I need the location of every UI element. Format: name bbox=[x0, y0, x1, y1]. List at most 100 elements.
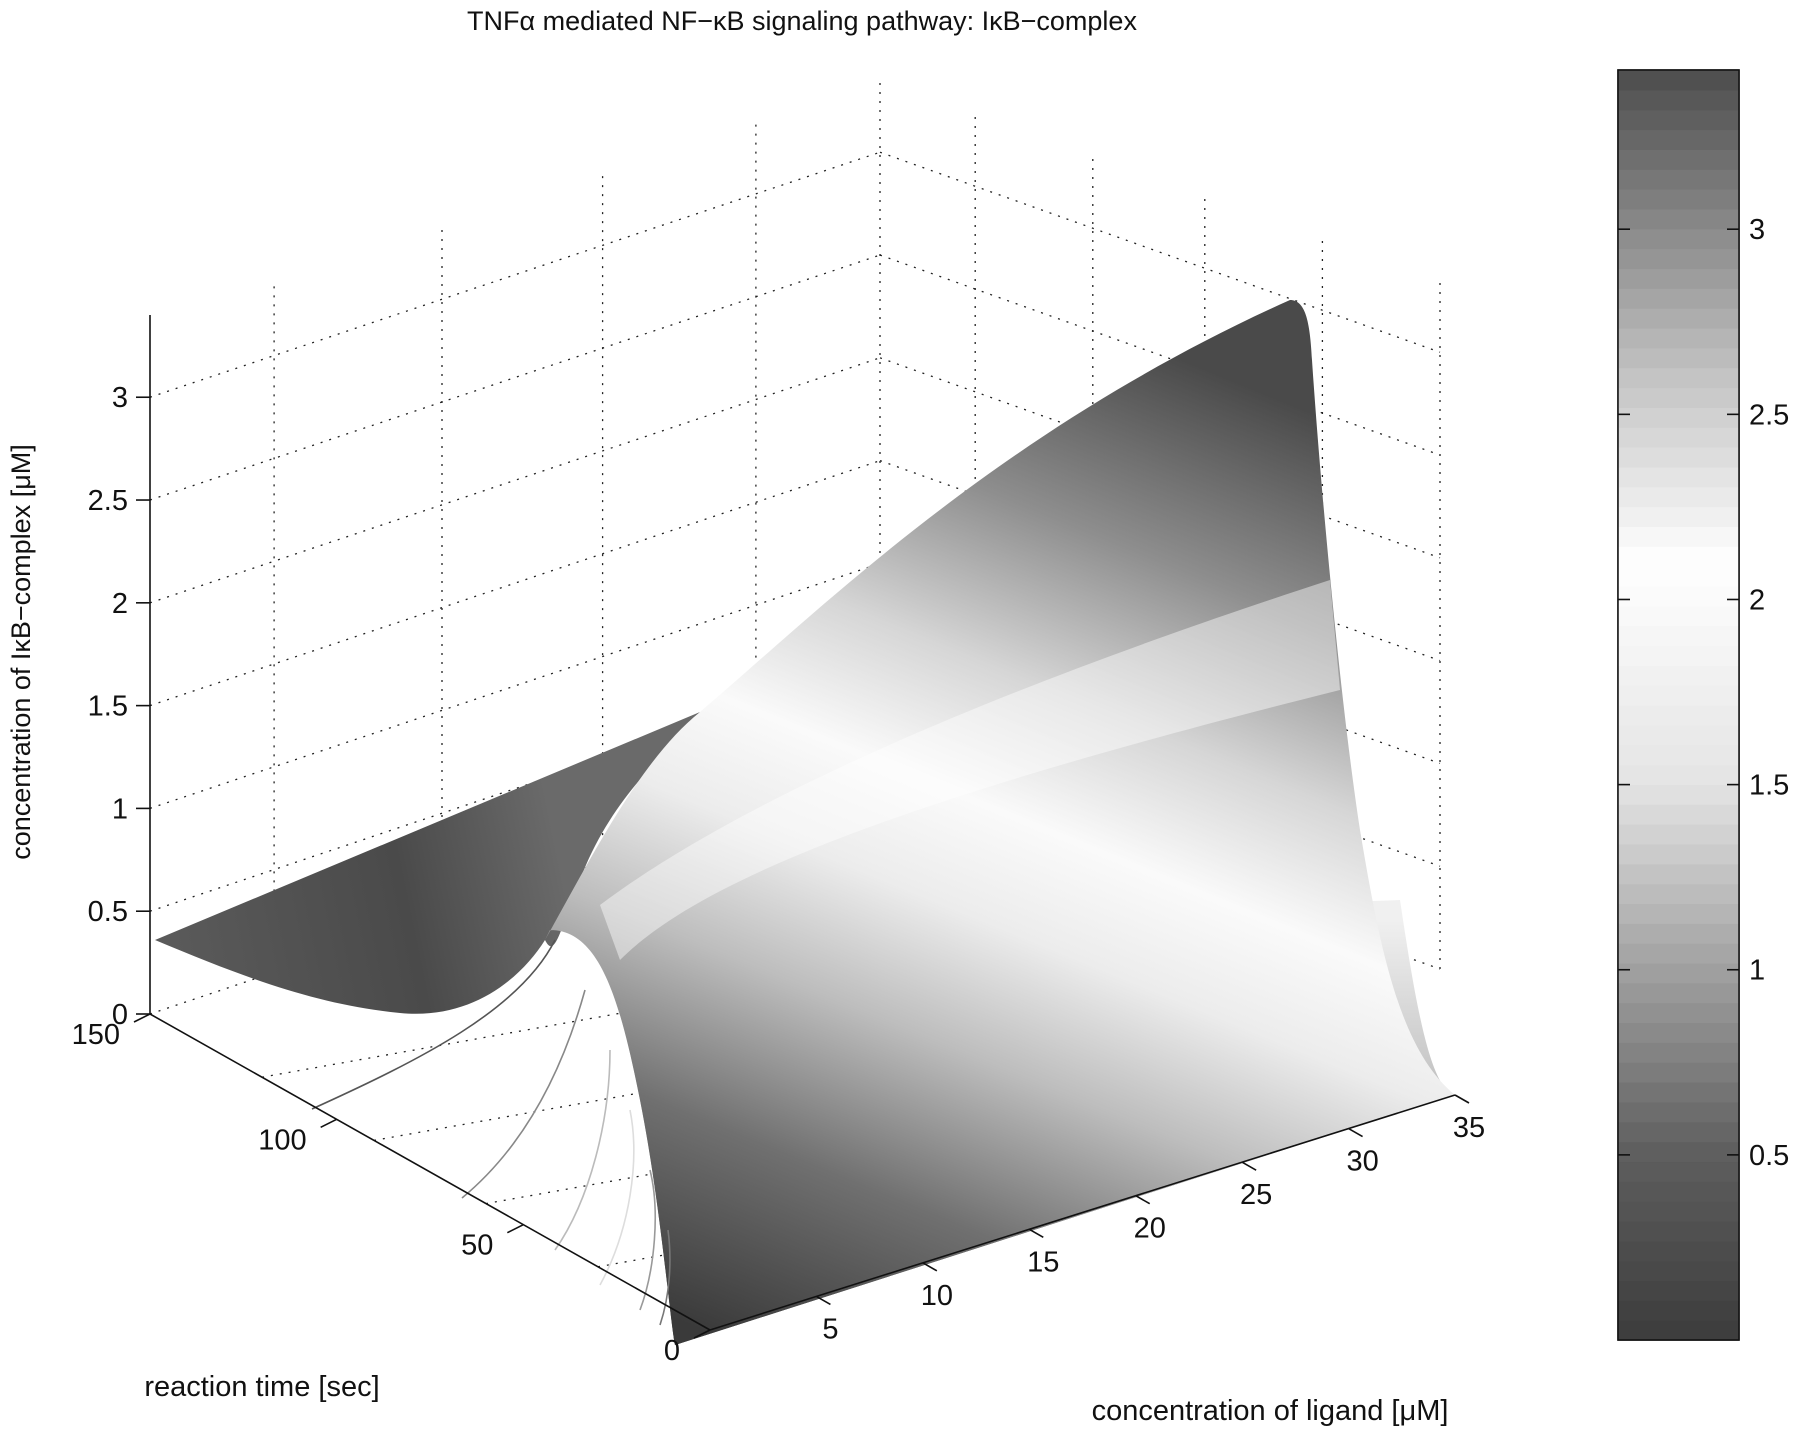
y-axis-line bbox=[149, 1013, 711, 1331]
colorbar-bands bbox=[1617, 69, 1740, 1341]
colorbar-band bbox=[1618, 804, 1739, 825]
colorbar-band bbox=[1618, 1201, 1739, 1222]
grid-line-z bbox=[149, 254, 881, 501]
y-tick bbox=[693, 1329, 711, 1339]
z-tick-label: 3 bbox=[112, 382, 128, 414]
colorbar-band bbox=[1618, 724, 1739, 746]
grid-line-z bbox=[149, 357, 881, 604]
colorbar-band bbox=[1618, 1121, 1739, 1143]
colorbar-band bbox=[1618, 228, 1739, 250]
colorbar-band bbox=[1618, 308, 1739, 329]
y-tick-label: 0 bbox=[664, 1335, 680, 1367]
contour-line bbox=[461, 989, 586, 1199]
x-tick bbox=[922, 1262, 938, 1272]
x-tick-label: 35 bbox=[1453, 1112, 1485, 1144]
colorbar-band bbox=[1618, 962, 1739, 984]
colorbar-band bbox=[1618, 1181, 1739, 1202]
x-tick-label: 10 bbox=[921, 1280, 953, 1312]
colorbar-band bbox=[1618, 129, 1739, 150]
colorbar-band bbox=[1618, 447, 1739, 468]
x-tick bbox=[1348, 1127, 1363, 1138]
colorbar-band bbox=[1618, 903, 1739, 924]
colorbar-band bbox=[1618, 407, 1739, 428]
x-tick-label: 25 bbox=[1240, 1179, 1272, 1211]
colorbar-band bbox=[1618, 1320, 1739, 1341]
y-tick bbox=[320, 1118, 338, 1129]
x-tick bbox=[1241, 1161, 1257, 1171]
contour-lines bbox=[311, 939, 671, 1326]
colorbar-band bbox=[1618, 268, 1739, 289]
colorbar-tick-label: 1 bbox=[1749, 955, 1765, 987]
colorbar-band bbox=[1618, 486, 1739, 508]
colorbar-band bbox=[1618, 327, 1739, 349]
x-tick-label: 30 bbox=[1346, 1146, 1378, 1178]
colorbar-band bbox=[1618, 585, 1739, 607]
x-tick bbox=[1135, 1195, 1151, 1205]
colorbar-tick-label: 3 bbox=[1749, 214, 1765, 246]
colorbar-band bbox=[1618, 764, 1739, 785]
y-tick-label: 150 bbox=[72, 1019, 120, 1051]
x-axis-line bbox=[709, 1094, 1456, 1331]
colorbar-band bbox=[1618, 1042, 1739, 1063]
colorbar-band bbox=[1618, 645, 1739, 666]
x-tick-label: 5 bbox=[822, 1313, 838, 1345]
contour-line bbox=[311, 939, 556, 1110]
colorbar-band bbox=[1618, 109, 1739, 131]
grid-line-z-back bbox=[879, 151, 1441, 353]
colorbar-band bbox=[1618, 1260, 1739, 1282]
colorbar-band bbox=[1618, 1300, 1739, 1321]
surface-saddle bbox=[155, 712, 700, 1014]
colorbar-band bbox=[1618, 288, 1739, 309]
z-tick-label: 2.5 bbox=[88, 485, 128, 517]
colorbar-band bbox=[1618, 1082, 1739, 1103]
colorbar-band bbox=[1618, 149, 1739, 170]
y-tick-label: 50 bbox=[461, 1230, 493, 1262]
surface-ridge bbox=[545, 300, 1455, 1345]
colorbar-band bbox=[1618, 248, 1739, 270]
colorbar: 0.5 1 1.5 2 2.5 3 bbox=[1617, 69, 1789, 1341]
colorbar-tick-label: 1.5 bbox=[1749, 770, 1789, 802]
surface-plot bbox=[155, 300, 1455, 1345]
colorbar-band bbox=[1618, 824, 1739, 845]
colorbar-band bbox=[1618, 1062, 1739, 1083]
colorbar-band bbox=[1618, 1141, 1739, 1163]
axes bbox=[149, 315, 1456, 1331]
colorbar-tick-label: 2 bbox=[1749, 584, 1765, 616]
z-tick-label: 0 bbox=[112, 999, 128, 1031]
z-tick-label: 2 bbox=[112, 588, 128, 620]
colorbar-ticks: 0.5 1 1.5 2 2.5 3 bbox=[1618, 214, 1789, 1172]
colorbar-band bbox=[1618, 625, 1739, 647]
z-tick-label: 1 bbox=[112, 793, 128, 825]
colorbar-band bbox=[1618, 466, 1739, 488]
colorbar-band bbox=[1618, 1240, 1739, 1262]
colorbar-band bbox=[1618, 923, 1739, 944]
contour-line bbox=[599, 1109, 635, 1286]
colorbar-band bbox=[1618, 883, 1739, 905]
colorbar-band bbox=[1618, 744, 1739, 766]
colorbar-band bbox=[1618, 665, 1739, 686]
z-tick-label: 1.5 bbox=[88, 691, 128, 723]
colorbar-band bbox=[1618, 784, 1739, 805]
surface-highlight-band bbox=[600, 580, 1340, 960]
colorbar-band bbox=[1618, 1002, 1739, 1024]
colorbar-band bbox=[1618, 89, 1739, 111]
colorbar-band bbox=[1618, 208, 1739, 230]
colorbar-band bbox=[1618, 1280, 1739, 1301]
contour-line bbox=[554, 1049, 611, 1251]
colorbar-band bbox=[1618, 70, 1739, 91]
y-tick-label: 100 bbox=[258, 1124, 306, 1156]
colorbar-tick-label: 2.5 bbox=[1749, 399, 1789, 431]
y-axis-label: reaction time [sec] bbox=[144, 1371, 379, 1403]
x-tick bbox=[816, 1295, 831, 1306]
colorbar-band bbox=[1618, 843, 1739, 865]
colorbar-band bbox=[1618, 367, 1739, 389]
colorbar-band bbox=[1618, 982, 1739, 1004]
y-tick bbox=[133, 1013, 151, 1023]
contour-line bbox=[659, 1229, 671, 1326]
colorbar-band bbox=[1618, 1022, 1739, 1043]
x-tick bbox=[1028, 1228, 1044, 1238]
colorbar-band bbox=[1618, 387, 1739, 408]
colorbar-band bbox=[1618, 169, 1739, 190]
